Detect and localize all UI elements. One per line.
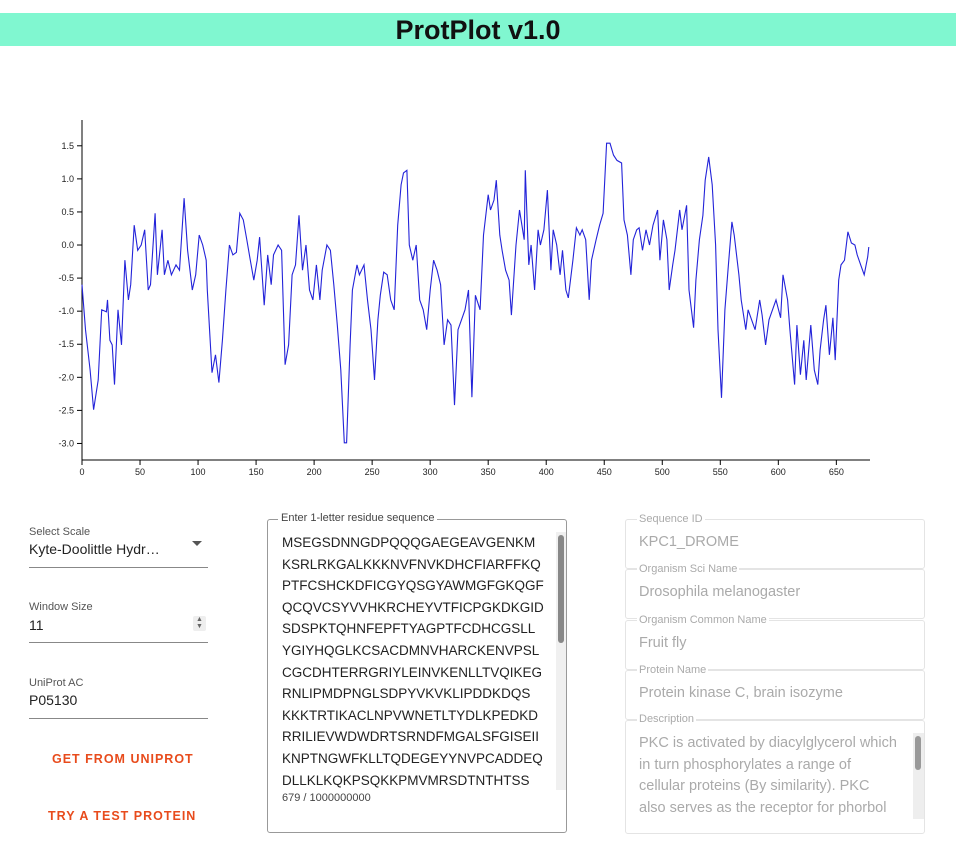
field-value: Fruit fly: [639, 634, 687, 651]
select-value[interactable]: Kyte-Doolittle Hydr…: [29, 541, 160, 557]
spinner[interactable]: ▲ ▼: [193, 616, 206, 631]
field-label: Protein Name: [637, 663, 709, 676]
scrollbar: [913, 733, 924, 819]
info-box: [625, 569, 925, 620]
field-label: Organism Sci Name: [637, 563, 740, 576]
field-label: Sequence ID: [637, 513, 705, 525]
header: ProtPlot v1.0: [0, 13, 956, 46]
text-input[interactable]: P05130: [29, 692, 78, 708]
sequence-line: MSEGSDNNGDPQQQGAEGEAVGENKM: [282, 535, 536, 550]
x-tick-label: 350: [481, 467, 496, 477]
y-tick-label: -1.5: [58, 339, 74, 349]
x-tick-label: 400: [539, 467, 554, 477]
description-box: [625, 720, 925, 834]
underline: [29, 718, 208, 719]
sequence-line: PTFCSHCKDFICGYQSGYAWMGFGKQGF: [282, 578, 544, 594]
x-tick-label: 250: [365, 467, 380, 477]
x-tick-label: 0: [79, 467, 84, 477]
x-tick-label: 600: [771, 467, 786, 477]
scroll-thumb[interactable]: [558, 535, 564, 643]
sequence-line: KKKTRTIKACLNPVWNETLTYDLKPEDKD: [282, 707, 539, 723]
x-tick-label: 100: [191, 467, 206, 477]
y-tick-label: -2.0: [58, 372, 74, 382]
dropdown-arrow[interactable]: [192, 541, 202, 546]
sequence-line: RRILIEVWDWDRTSRNDFMGALSFGISEII: [282, 729, 540, 745]
info-box: [625, 619, 925, 670]
data-line: [81, 142, 870, 444]
sequence-line: RNLIPMDPNGLSDPYVKVKLIPDDKDQS: [282, 686, 531, 702]
description-line: cellular proteins (By similarity). PKC: [639, 778, 870, 794]
description-line: PKC is activated by diacylglycerol which: [639, 735, 897, 751]
field-label: Window Size: [29, 601, 93, 613]
info-box: [625, 669, 925, 720]
char-counter: 679 / 1000000000: [282, 792, 371, 804]
sequence-line: SDSPKTQHNFEPFTYAGPTFCDHCGSLL: [282, 621, 536, 637]
y-tick-label: -0.5: [58, 273, 74, 283]
get-button[interactable]: GET FROM UNIPROT: [52, 752, 194, 766]
field-label: UniProt AC: [29, 677, 84, 689]
number-input[interactable]: 11: [29, 617, 44, 633]
sequence-line: YGIYHQGLKCSACDMNVHARCKENVPSL: [282, 642, 540, 658]
sequence-line: DLLKLKQKPSQKKPMVMRSDTNTHTSS: [282, 772, 530, 788]
y-tick-label: -3.0: [58, 438, 74, 448]
scrollbar[interactable]: [556, 532, 566, 790]
y-tick-label: -2.5: [58, 405, 74, 415]
x-tick-label: 500: [655, 467, 670, 477]
x-tick-label: 150: [249, 467, 264, 477]
underline: [29, 567, 208, 568]
info-box: [625, 519, 925, 569]
chart: 1.5 1.0 0.5 0.0 -0.5 -1.0 -1.5 -2.0 -2.5 -3.0 0 50 1…: [58, 120, 870, 477]
sequence-text: MSEGSDNNGDPQQQGAEGEAVGENKM KSRLRKGALKKKNV…: [282, 535, 544, 794]
sequence-line: KSRLRKGALKKKNVFNVKDHCFIARFFKQ: [282, 556, 541, 572]
description-line: in turn phosphorylates a range of: [639, 756, 851, 773]
x-tick-label: 50: [135, 467, 145, 477]
y-tick-label: -1.0: [58, 306, 74, 316]
description-line: also serves as the receptor for phorbol: [639, 799, 887, 816]
field-label: Enter 1-letter residue sequence: [278, 512, 438, 524]
sequence-line: KNPTNGWFKLLTQDEGEYYNVPCADDEQ: [282, 750, 543, 766]
field-value: KPC1_DROME: [639, 534, 739, 550]
x-tick-label: 550: [713, 467, 728, 477]
y-tick-label: 0.5: [61, 207, 74, 217]
x-tick-label: 300: [423, 467, 438, 477]
y-tick-label: 0.0: [61, 240, 74, 250]
app-title: ProtPlot v1.0: [395, 15, 561, 45]
field-label: Description: [637, 713, 697, 725]
x-tick-label: 650: [829, 467, 844, 477]
field-value: Protein kinase C, brain isozyme: [639, 684, 843, 701]
sequence-line: CGCDHTERRGRIYLEINVKENLLTVQIKEG: [282, 664, 543, 680]
sequence-line: QCQVCSYVVHKRCHEYVTFICPGKDKGID: [282, 599, 544, 615]
field-value: Drosophila melanogaster: [639, 584, 801, 601]
description-text: PKC is activated by diacylglycerol which…: [639, 735, 897, 821]
y-tick-label: 1.5: [61, 141, 74, 151]
y-tick-label: 1.0: [61, 174, 74, 184]
test-button[interactable]: TRY A TEST PROTEIN: [48, 809, 197, 823]
x-tick-label: 450: [597, 467, 612, 477]
scroll-thumb: [915, 736, 921, 770]
field-label: Select Scale: [29, 526, 91, 538]
underline: [29, 642, 208, 643]
field-label: Organism Common Name: [637, 613, 769, 626]
x-tick-label: 200: [307, 467, 322, 477]
